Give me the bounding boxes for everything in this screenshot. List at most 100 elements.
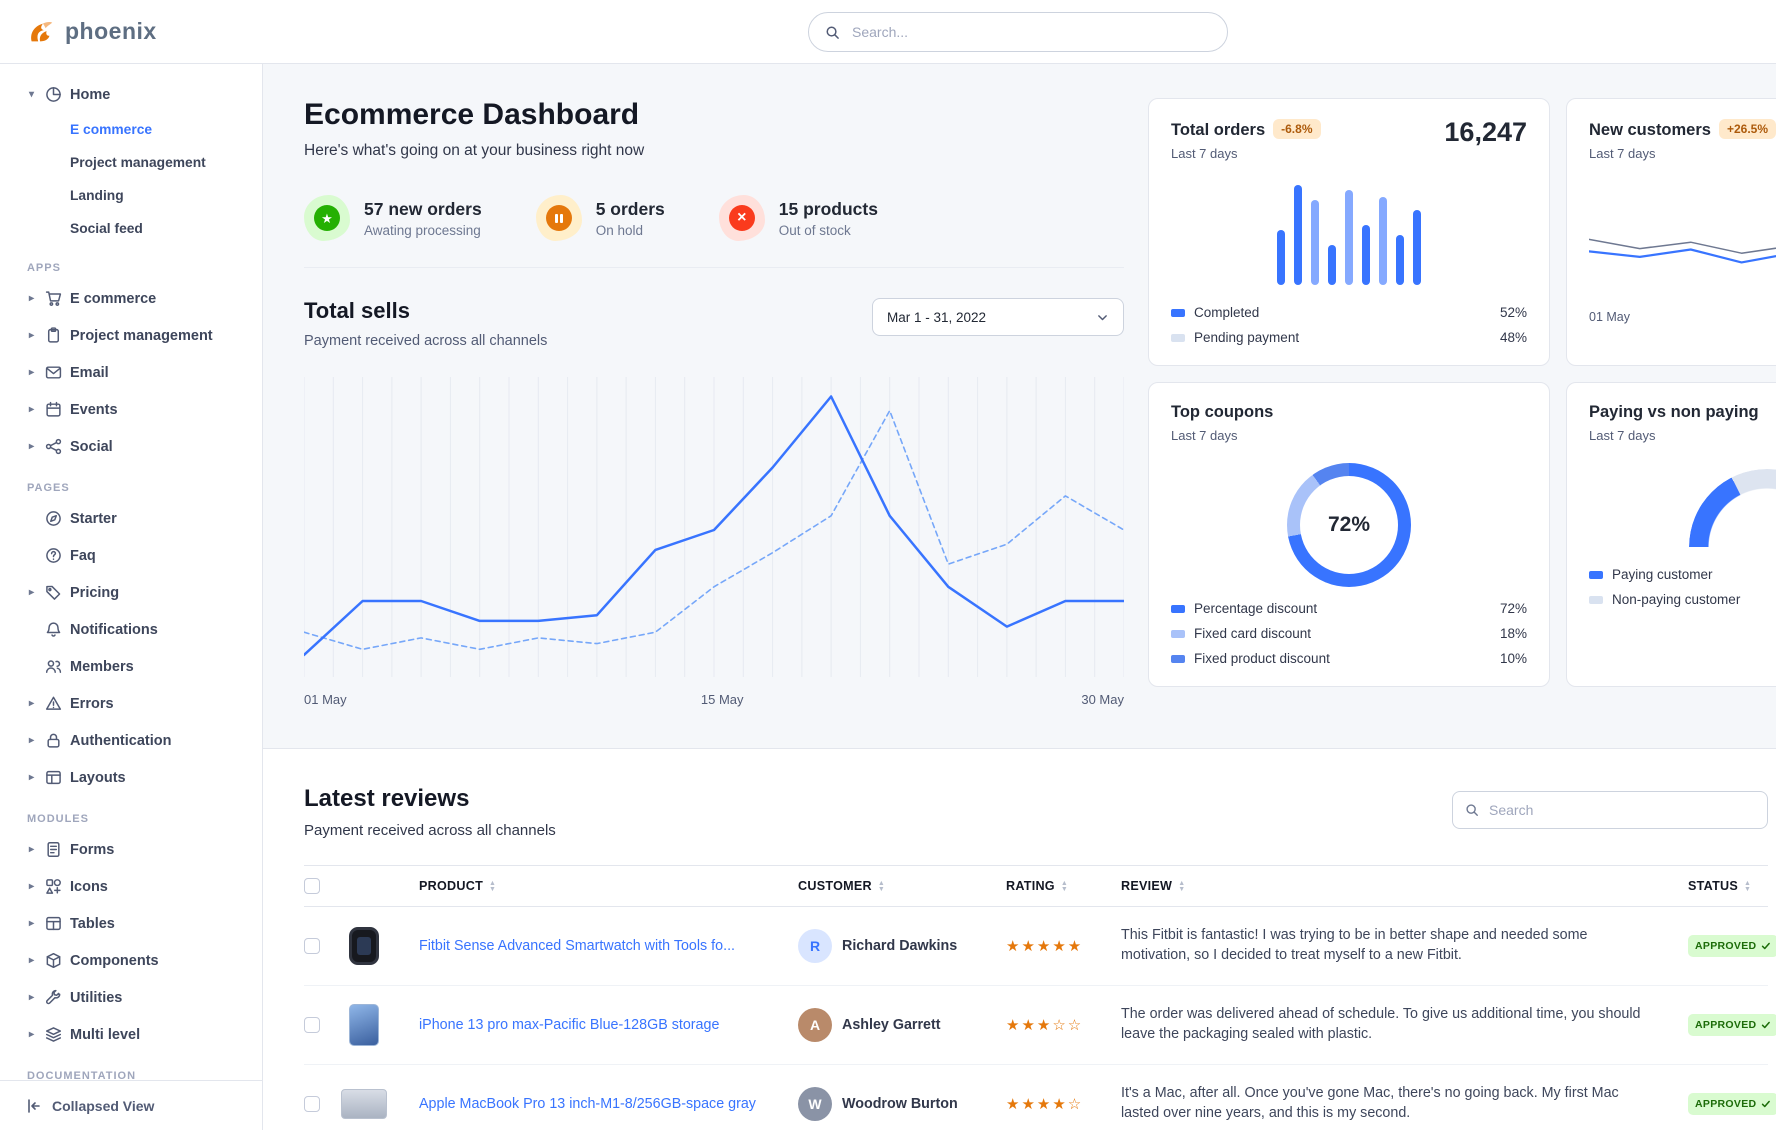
legend-swatch xyxy=(1589,595,1603,604)
sidebar-item-project-management[interactable]: Project management xyxy=(70,155,206,170)
sidebar-item-label: Multi level xyxy=(70,1026,141,1043)
collapsed-view-toggle[interactable]: Collapsed View xyxy=(0,1080,262,1130)
rating-stars: ★★★★★ xyxy=(1006,937,1084,955)
legend-value: 52% xyxy=(1499,305,1527,320)
chevron-right-icon: ▸ xyxy=(28,735,35,746)
forms-icon xyxy=(45,841,62,858)
reviews-search[interactable] xyxy=(1452,791,1768,829)
sidebar-nav: ▾ Home E commerce Project management Landin… xyxy=(0,76,262,1081)
stat-label: On hold xyxy=(595,222,643,238)
sidebar-item-faq[interactable]: Faq xyxy=(0,537,262,574)
row-checkbox[interactable] xyxy=(304,1017,320,1033)
sidebar-item-label: Components xyxy=(70,952,159,969)
legend-row: Paying customer xyxy=(1589,567,1776,582)
table-row: Apple MacBook Pro 13 inch-M1-8/256GB-spa… xyxy=(304,1064,1776,1130)
main-content: Ecommerce Dashboard Here's what's going … xyxy=(263,64,1776,1130)
layers-icon xyxy=(45,1026,62,1043)
dashboard-top-section: Ecommerce Dashboard Here's what's going … xyxy=(263,64,1776,749)
column-header-customer[interactable]: CUSTOMER ▲ ▼ xyxy=(798,865,1006,907)
legend-value: 10% xyxy=(1499,651,1527,666)
sidebar-item-tables[interactable]: ▸ Tables xyxy=(0,905,262,942)
coupons-donut-chart: 72% xyxy=(1287,463,1411,587)
card-period: Last 7 days xyxy=(1589,146,1656,161)
column-header-status[interactable]: STATUS ▲ ▼ xyxy=(1688,865,1768,907)
sidebar-item-home[interactable]: ▾ Home xyxy=(0,76,262,113)
legend-value: 72% xyxy=(1499,601,1527,616)
product-link[interactable]: iPhone 13 pro max-Pacific Blue-128GB sto… xyxy=(419,1017,720,1033)
legend-row: Non-paying customer xyxy=(1589,592,1776,607)
column-header-review[interactable]: REVIEW ▲ ▼ xyxy=(1121,865,1688,907)
sidebar-item-project-management[interactable]: ▸ Project management xyxy=(0,317,262,354)
legend-swatch xyxy=(1171,604,1185,613)
avatar: R xyxy=(798,929,832,963)
clipboard-icon xyxy=(45,327,62,344)
sidebar-item-layouts[interactable]: ▸ Layouts xyxy=(0,759,262,796)
row-checkbox[interactable] xyxy=(304,1096,320,1112)
new-customers-card: New customers +26.5% Last 7 days 01 May xyxy=(1566,98,1776,366)
review-text: It's a Mac, after all. Once you've gone … xyxy=(1121,1085,1619,1121)
tag-icon xyxy=(45,584,62,601)
chevron-right-icon: ▸ xyxy=(28,844,35,855)
donut-center-value: 72% xyxy=(1300,476,1398,574)
components-icon xyxy=(45,952,62,969)
sidebar-item-e-commerce[interactable]: ▸ E commerce xyxy=(0,280,262,317)
stat-on-hold: 5 orders On hold xyxy=(535,195,665,241)
sidebar-item-forms[interactable]: ▸ Forms xyxy=(0,831,262,868)
legend-label: Non-paying customer xyxy=(1612,592,1741,607)
sidebar-item-social[interactable]: ▸ Social xyxy=(0,428,262,465)
sidebar-item-e-commerce[interactable]: E commerce xyxy=(70,122,153,137)
sidebar-section-label: DOCUMENTATION xyxy=(27,1070,137,1080)
sidebar-item-landing[interactable]: Landing xyxy=(70,188,124,203)
total-orders-card: Total orders -6.8% Last 7 days 16,247 Com… xyxy=(1148,98,1550,366)
legend-label: Fixed product discount xyxy=(1194,651,1330,666)
stat-out-of-stock: × 15 products Out of stock xyxy=(718,195,878,241)
date-range-select[interactable]: Mar 1 - 31, 2022 xyxy=(872,298,1124,336)
sidebar-item-starter[interactable]: Starter xyxy=(0,500,262,537)
legend-swatch xyxy=(1171,654,1185,663)
bar xyxy=(1294,185,1302,285)
row-checkbox[interactable] xyxy=(304,938,320,954)
sidebar-item-label: Events xyxy=(70,401,118,418)
sidebar-item-icons[interactable]: ▸ Icons xyxy=(0,868,262,905)
bar xyxy=(1345,190,1353,285)
stat-label: Awating processing xyxy=(364,222,481,238)
sidebar-item-authentication[interactable]: ▸ Authentication xyxy=(0,722,262,759)
stat-awating-processing: ★ 57 new orders Awating processing xyxy=(304,195,482,241)
select-all-checkbox[interactable] xyxy=(304,878,320,894)
column-header-rating[interactable]: RATING ▲ ▼ xyxy=(1006,865,1121,907)
reviews-search-input[interactable] xyxy=(1487,801,1755,819)
sidebar-item-errors[interactable]: ▸ Errors xyxy=(0,685,262,722)
sidebar-item-utilities[interactable]: ▸ Utilities xyxy=(0,979,262,1016)
sidebar-item-notifications[interactable]: Notifications xyxy=(0,611,262,648)
chevron-right-icon: ▸ xyxy=(28,698,35,709)
latest-reviews-section: Latest reviews Payment received across a… xyxy=(263,749,1776,1130)
cart-icon xyxy=(45,290,62,307)
sidebar-item-label: Email xyxy=(70,364,109,381)
sidebar-item-members[interactable]: Members xyxy=(0,648,262,685)
sidebar-item-email[interactable]: ▸ Email xyxy=(0,354,262,391)
review-text: The order was delivered ahead of schedul… xyxy=(1121,1006,1641,1042)
sidebar-item-label: Pricing xyxy=(70,584,120,601)
sidebar-item-events[interactable]: ▸ Events xyxy=(0,391,262,428)
top-coupons-card: Top coupons Last 7 days 72% Percentage d… xyxy=(1148,382,1550,687)
legend-value: 48% xyxy=(1499,330,1527,345)
legend-label: Fixed card discount xyxy=(1194,626,1312,641)
tables-icon xyxy=(45,915,62,932)
stat-label: Out of stock xyxy=(778,222,851,238)
product-link[interactable]: Fitbit Sense Advanced Smartwatch with To… xyxy=(419,938,736,954)
sidebar-item-multi-level[interactable]: ▸ Multi level xyxy=(0,1016,262,1053)
paying-card: Paying vs non paying Last 7 days Paying … xyxy=(1566,382,1776,687)
product-link[interactable]: Apple MacBook Pro 13 inch-M1-8/256GB-spa… xyxy=(419,1096,756,1112)
utilities-icon xyxy=(45,989,62,1006)
global-search[interactable] xyxy=(808,12,1228,52)
chevron-right-icon: ▸ xyxy=(28,992,35,1003)
brand-logo[interactable]: phoenix xyxy=(26,17,157,47)
phoenix-logo-icon xyxy=(26,17,56,47)
warning-icon xyxy=(45,695,62,712)
sidebar-item-components[interactable]: ▸ Components xyxy=(0,942,262,979)
column-header-product[interactable]: PRODUCT ▲ ▼ xyxy=(419,865,798,907)
search-input[interactable] xyxy=(850,23,1211,41)
sidebar-item-social-feed[interactable]: Social feed xyxy=(70,221,143,236)
sidebar-item-pricing[interactable]: ▸ Pricing xyxy=(0,574,262,611)
sidebar-item-label: Icons xyxy=(70,878,108,895)
